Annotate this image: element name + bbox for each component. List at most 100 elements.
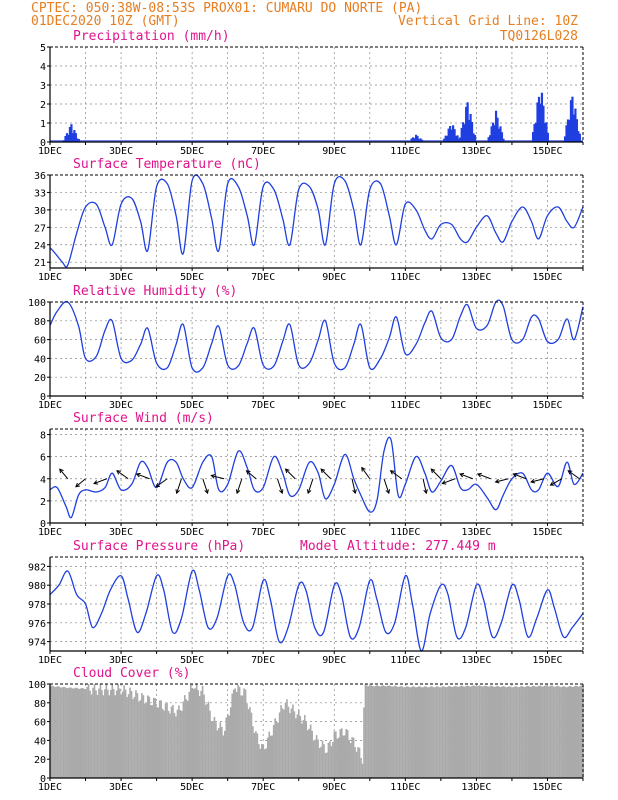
x-tick-label: 5DEC <box>180 782 204 793</box>
cloud-cover-bar <box>354 747 356 778</box>
cloud-cover-bar <box>306 730 309 778</box>
cloud-cover-bar <box>330 746 333 778</box>
precip-bar <box>533 124 536 142</box>
cloud-cover-bar <box>447 686 450 778</box>
y-tick-label: 8 <box>40 431 46 442</box>
y-tick-label: 40 <box>34 736 46 747</box>
cloud-cover-bar <box>545 685 547 778</box>
cloud-cover-bar <box>112 689 115 778</box>
y-tick-label: 60 <box>34 718 46 729</box>
cloud-cover-bar <box>268 731 271 778</box>
precip-bar <box>545 122 548 142</box>
cloud-cover-bar <box>414 687 417 778</box>
cloud-cover-bar <box>101 690 103 778</box>
wind-arrow-head <box>284 468 290 474</box>
cloud-cover-bar <box>540 686 543 778</box>
precip-bar <box>417 139 421 142</box>
cloud-cover-bar <box>417 686 420 778</box>
cloud-cover-bar <box>419 686 422 778</box>
cloud-cover-bar <box>457 686 460 778</box>
cloud-cover-bar <box>277 722 279 778</box>
cloud-cover-bar <box>212 721 214 778</box>
x-tick-label: 13DEC <box>461 400 491 411</box>
cloud-cover-bar <box>152 697 155 778</box>
cloud-cover-bar <box>110 689 112 778</box>
precip-bar <box>460 127 463 142</box>
cloud-cover-bar <box>450 686 453 778</box>
wind-arrow <box>246 470 257 480</box>
cloud-cover-bar <box>53 686 56 778</box>
cloud-cover-bar <box>52 685 54 778</box>
precip-bar <box>68 126 72 142</box>
cloud-cover-bar <box>266 737 269 778</box>
cloud-cover-bar <box>515 686 518 778</box>
cloud-cover-bar <box>117 684 120 778</box>
cloud-cover-bar <box>364 684 367 778</box>
cloud-cover-bar <box>216 730 219 778</box>
cloud-cover-bar <box>189 684 192 778</box>
precip-bar <box>496 117 499 142</box>
cloud-cover-bar <box>497 686 500 778</box>
x-tick-label: 7DEC <box>251 527 275 538</box>
cloud-cover-bar <box>167 710 170 778</box>
cloud-cover-bar <box>453 686 456 778</box>
precip-bar <box>566 119 570 142</box>
cloud-cover-bar <box>446 687 448 778</box>
cloud-cover-bar <box>552 686 555 778</box>
cloud-cover-bar <box>149 705 152 778</box>
cloud-cover-bar <box>64 687 66 778</box>
cloud-cover-bar <box>62 686 65 778</box>
cloud-cover-bar <box>259 748 262 778</box>
y-tick-label: 0 <box>40 519 46 530</box>
y-tick-label: 0 <box>40 392 46 403</box>
x-tick-label: 5DEC <box>180 400 204 411</box>
cloud-cover-bar <box>373 686 376 778</box>
cloud-cover-bar <box>348 739 350 778</box>
cloud-cover-bar <box>203 694 205 778</box>
precip-bar <box>412 137 415 142</box>
cloud-cover-bar <box>197 690 199 778</box>
cloud-cover-bar <box>284 702 287 778</box>
panel-2: Surface Temperature (nC) 21 24 27 30 33 36 1DEC… <box>34 157 584 283</box>
y-tick-label: 24 <box>34 241 46 252</box>
cloud-cover-bar <box>533 685 536 778</box>
cloud-cover-bar <box>542 686 544 778</box>
wind-arrow-head <box>389 470 395 475</box>
cloud-cover-bar <box>484 685 487 778</box>
cloud-cover-bar <box>529 686 531 778</box>
cloud-cover-bar <box>80 688 82 778</box>
panel-4: Surface Wind (m/s) 0 2 4 6 8 1DEC 3DEC 5DEC 7DEC 9… <box>38 411 584 538</box>
cloud-cover-bar <box>209 710 211 778</box>
cloud-cover-bar <box>440 687 442 778</box>
cloud-cover-bar <box>367 686 370 778</box>
cloud-cover-bar <box>67 688 69 778</box>
cloud-cover-bar <box>340 728 343 778</box>
x-tick-label: 15DEC <box>532 782 562 793</box>
precip-bar <box>542 105 545 142</box>
cloud-cover-bar <box>406 686 408 778</box>
cloud-cover-bar <box>74 687 77 778</box>
precip-bar <box>565 125 568 142</box>
x-tick-label: 5DEC <box>180 527 204 538</box>
precip-bar <box>577 131 580 142</box>
cloud-cover-bar <box>335 731 337 778</box>
cloud-cover-bar <box>308 728 310 778</box>
cloud-cover-bar <box>295 718 297 778</box>
series-line <box>49 436 584 519</box>
cloud-cover-bar <box>65 687 68 778</box>
precip-bar <box>447 128 450 142</box>
cloud-cover-bar <box>409 687 411 778</box>
cloud-cover-bar <box>486 686 488 778</box>
cloud-cover-bar <box>226 714 229 778</box>
cloud-cover-bar <box>151 705 154 778</box>
cloud-cover-bar <box>96 694 99 778</box>
panel-title: Surface Temperature (nC) <box>73 157 261 172</box>
cloud-cover-bar <box>579 686 581 778</box>
cloud-cover-bar <box>262 744 265 778</box>
precip-bar <box>467 120 471 142</box>
cloud-cover-bar <box>133 697 136 778</box>
precip-bar <box>70 124 73 142</box>
cloud-cover-bar <box>246 703 248 778</box>
cloud-cover-bar <box>275 722 278 778</box>
cloud-cover-bar <box>357 747 359 778</box>
